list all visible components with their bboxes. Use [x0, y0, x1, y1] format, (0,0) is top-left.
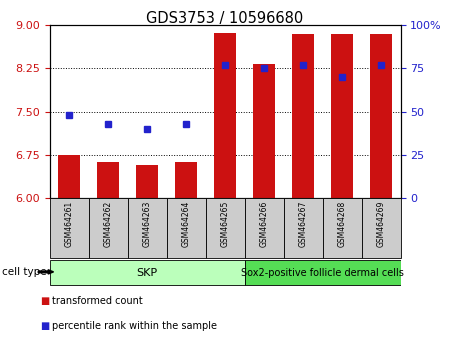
Bar	[50, 198, 89, 258]
Text: GSM464265: GSM464265	[220, 201, 230, 247]
Bar	[361, 198, 400, 258]
Bar	[292, 34, 314, 198]
Text: cell type: cell type	[2, 267, 47, 277]
Text: percentile rank within the sample: percentile rank within the sample	[52, 321, 217, 331]
Bar	[176, 162, 197, 198]
Text: GSM464269: GSM464269	[377, 201, 386, 247]
Bar	[214, 33, 236, 198]
Bar	[244, 260, 400, 285]
Text: GSM464266: GSM464266	[260, 201, 269, 247]
Bar	[370, 34, 392, 198]
Bar	[58, 155, 80, 198]
Text: GSM464268: GSM464268	[338, 201, 346, 247]
Text: GSM464264: GSM464264	[181, 201, 190, 247]
Text: ■: ■	[40, 321, 50, 331]
Text: Sox2-positive follicle dermal cells: Sox2-positive follicle dermal cells	[241, 268, 404, 278]
Text: GSM464261: GSM464261	[64, 201, 73, 247]
Text: GSM464267: GSM464267	[298, 201, 307, 247]
Text: GDS3753 / 10596680: GDS3753 / 10596680	[146, 11, 304, 25]
Bar	[331, 34, 353, 198]
Text: SKP: SKP	[136, 268, 158, 278]
Bar	[284, 198, 323, 258]
Bar	[97, 162, 119, 198]
Bar	[253, 63, 274, 198]
Bar	[50, 260, 244, 285]
Bar	[166, 198, 206, 258]
Text: ■: ■	[40, 296, 50, 306]
Bar	[323, 198, 361, 258]
Bar	[89, 198, 127, 258]
Text: GSM464262: GSM464262	[104, 201, 112, 247]
Text: GSM464263: GSM464263	[143, 201, 152, 247]
Bar	[127, 198, 166, 258]
Bar	[244, 198, 284, 258]
Bar	[136, 165, 158, 198]
Bar	[206, 198, 244, 258]
Text: transformed count: transformed count	[52, 296, 143, 306]
